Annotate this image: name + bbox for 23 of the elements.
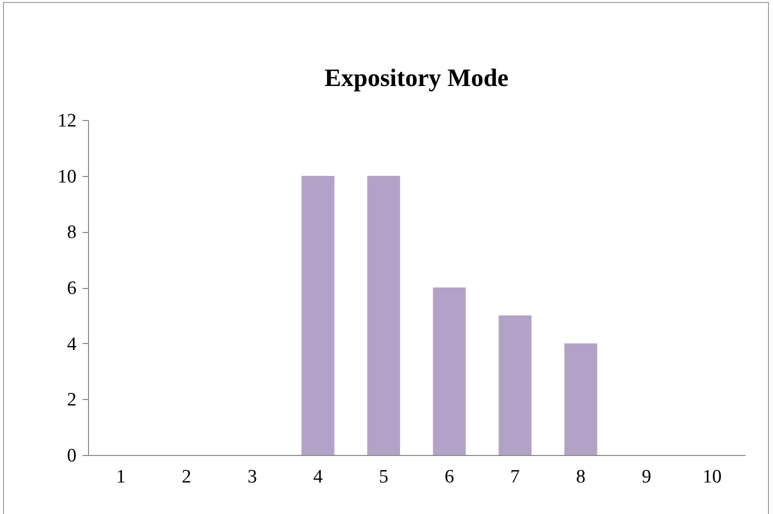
bar [564,343,598,455]
bar [432,288,466,455]
y-tick-label: 2 [67,390,76,411]
bar [302,176,334,455]
y-tick-label: 6 [67,278,76,299]
x-tick-label: 5 [378,466,388,488]
x-tick-label: 8 [576,466,586,488]
y-tick-label: 8 [67,222,76,244]
x-tick-label: 4 [313,466,324,488]
y-tick-label: 0 [67,446,76,466]
y-tick-label: 10 [58,166,76,188]
x-tick-label: 9 [642,466,652,488]
x-tick-label: 1 [116,466,126,488]
y-tick-label: 4 [67,334,77,355]
x-tick-label: 7 [510,466,520,488]
chart-title: Expository Mode [324,65,509,92]
bar [498,315,532,455]
bar [367,176,400,455]
x-tick-label: 2 [182,466,192,488]
x-tick-label: 6 [444,466,454,488]
x-tick-label: 3 [248,466,257,488]
y-tick-label: 12 [58,110,76,132]
x-tick-label: 10 [702,466,722,488]
